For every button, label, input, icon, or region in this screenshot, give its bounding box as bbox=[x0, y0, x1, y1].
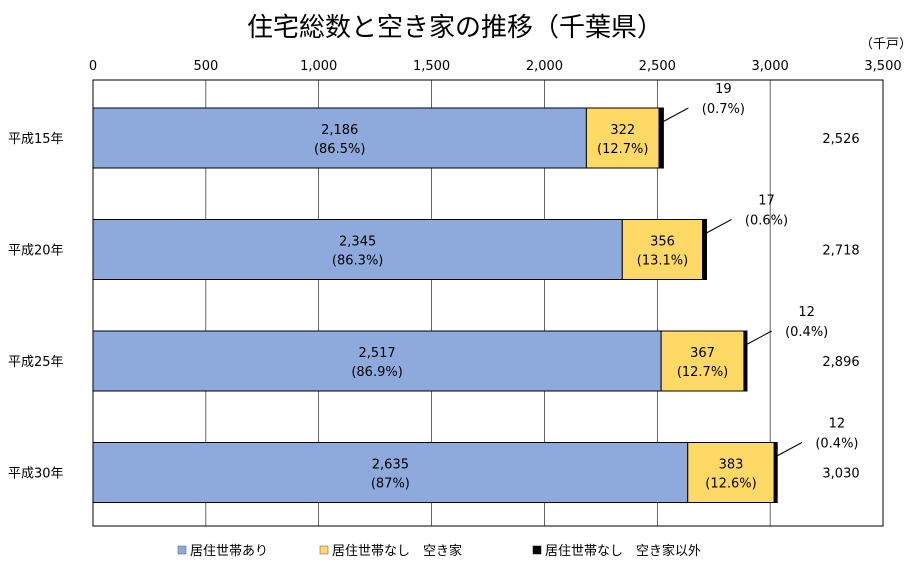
data-label: (87%) bbox=[371, 477, 410, 492]
data-label: 2,635 bbox=[372, 458, 409, 473]
data-label: 2,345 bbox=[339, 235, 376, 250]
data-label: 367 bbox=[690, 346, 715, 361]
data-label: 17 bbox=[758, 194, 775, 209]
bar-segment bbox=[658, 107, 664, 169]
data-label: (86.3%) bbox=[332, 254, 383, 269]
chart-title: 住宅総数と空き家の推移（千葉県） bbox=[247, 13, 663, 43]
legend-swatch bbox=[177, 545, 187, 555]
bar-segment bbox=[92, 442, 689, 503]
total-label: 3,030 bbox=[822, 467, 859, 482]
callout-line bbox=[662, 107, 689, 123]
bar-segment bbox=[660, 330, 745, 392]
category-label: 平成30年 bbox=[8, 467, 64, 482]
data-label: 356 bbox=[650, 235, 675, 250]
x-tick-label: 1,500 bbox=[413, 59, 450, 74]
data-label: (0.7%) bbox=[702, 102, 745, 117]
data-label: 12 bbox=[798, 305, 815, 320]
legend-label: 居住世帯なし 空き家以外 bbox=[545, 543, 701, 559]
data-label: 322 bbox=[610, 123, 635, 138]
total-label: 2,526 bbox=[822, 132, 859, 147]
data-label: (86.5%) bbox=[314, 142, 365, 157]
legend-label: 居住世帯なし 空き家 bbox=[332, 543, 462, 559]
bar-segment bbox=[585, 107, 660, 169]
data-label: (0.4%) bbox=[785, 325, 828, 340]
bar-segment bbox=[92, 330, 662, 392]
bars bbox=[92, 107, 778, 503]
legend: 居住世帯あり 居住世帯なし 空き家 居住世帯なし 空き家以外 bbox=[177, 543, 701, 559]
category-label: 平成25年 bbox=[8, 355, 64, 370]
data-label: (12.6%) bbox=[705, 477, 756, 492]
x-tick-label: 3,000 bbox=[752, 59, 789, 74]
callout-line bbox=[745, 330, 772, 346]
x-tick-label: 1,000 bbox=[300, 59, 337, 74]
category-label: 平成20年 bbox=[8, 244, 64, 259]
x-axis-ticks: 0 500 1,000 1,500 2,000 2,500 3,000 3,500 bbox=[89, 59, 902, 74]
data-label: 19 bbox=[715, 82, 732, 97]
legend-swatch bbox=[532, 545, 542, 555]
legend-swatch bbox=[319, 545, 329, 555]
x-tick-label: 2,000 bbox=[526, 59, 563, 74]
callout-line bbox=[775, 442, 803, 457]
data-label: (12.7%) bbox=[597, 142, 648, 157]
bar-segment bbox=[92, 107, 587, 169]
data-label: (0.4%) bbox=[815, 437, 858, 452]
x-tick-label: 500 bbox=[193, 59, 218, 74]
data-label: 12 bbox=[829, 417, 846, 432]
category-label: 平成15年 bbox=[8, 132, 64, 147]
data-label: 383 bbox=[719, 458, 744, 473]
data-label: (0.6%) bbox=[745, 214, 788, 229]
bar-segment bbox=[702, 219, 707, 280]
data-label: (12.7%) bbox=[677, 365, 728, 380]
total-label: 2,896 bbox=[822, 355, 859, 370]
data-label: (13.1%) bbox=[637, 254, 688, 269]
plot-frame bbox=[92, 79, 884, 527]
bar-segment bbox=[743, 330, 748, 392]
x-tick-label: 0 bbox=[89, 59, 97, 74]
bar-segment bbox=[92, 219, 623, 280]
x-tick-label: 2,500 bbox=[639, 59, 676, 74]
data-label: (86.9%) bbox=[351, 365, 402, 380]
bar-segment bbox=[773, 442, 778, 503]
legend-label: 居住世帯あり bbox=[190, 544, 268, 559]
total-label: 2,718 bbox=[822, 244, 859, 259]
data-labels: 2,186 (86.5%) 322 (12.7%) 19 (0.7%) 2,526 2,345… bbox=[314, 82, 860, 492]
x-tick-label: 3,500 bbox=[864, 59, 901, 74]
bar-segment bbox=[687, 442, 775, 503]
bar-segment bbox=[621, 219, 704, 280]
data-label: 2,186 bbox=[321, 123, 358, 138]
callout-line bbox=[705, 219, 732, 234]
data-label: 2,517 bbox=[358, 346, 395, 361]
unit-label: （千戸） bbox=[860, 37, 912, 52]
